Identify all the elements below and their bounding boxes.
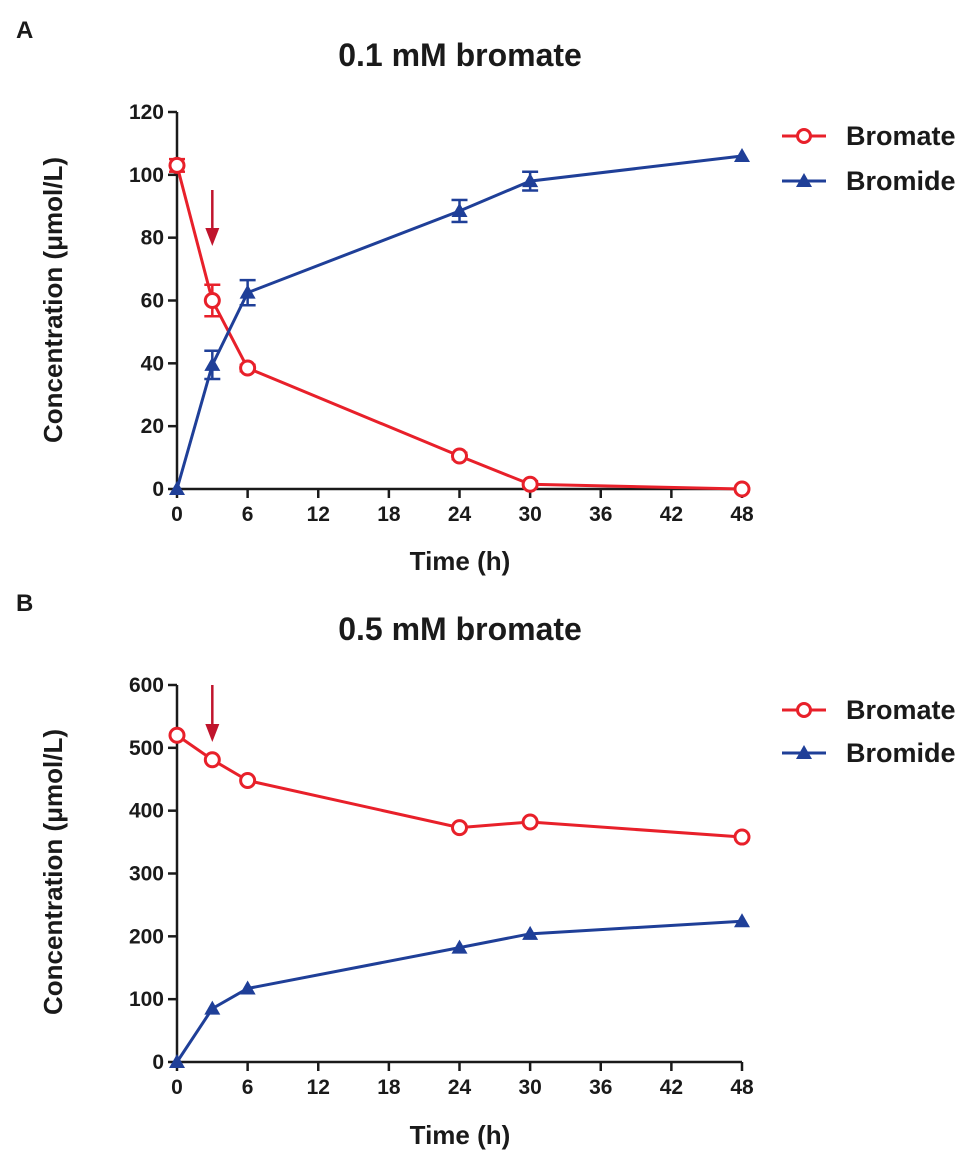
x-tick-label: 48 (730, 503, 754, 526)
data-point-bromate (168, 156, 186, 174)
chart-title-a: 0.1 mM bromate (338, 37, 582, 73)
chart-panel-a: A 0.1 mM bromate Time (h) Concentration … (16, 17, 956, 576)
y-tick-label: 500 (129, 737, 164, 760)
x-tick-label: 36 (589, 1076, 612, 1099)
data-point-bromate (239, 772, 257, 790)
legend-label-bromate: Bromate (846, 121, 956, 151)
x-tick-label: 12 (307, 1076, 330, 1099)
chart-title-b: 0.5 mM bromate (338, 611, 582, 647)
axes-a: 0 20 40 60 80 100 120 0 6 12 18 24 30 36 42 48 (129, 101, 754, 526)
data-point-bromate (733, 480, 751, 498)
x-tick-label: 18 (377, 1076, 401, 1099)
data-point-bromate (203, 292, 221, 309)
series-line-bromide (175, 154, 743, 490)
x-tick-label: 30 (518, 503, 541, 526)
data-point-bromide (204, 356, 221, 371)
legend-label-bromide: Bromide (846, 166, 956, 196)
y-tick-label: 40 (141, 352, 164, 375)
plot-area-b (168, 685, 751, 1068)
data-point-bromate (239, 359, 257, 377)
data-point-bromate (521, 475, 539, 493)
x-tick-label: 48 (730, 1076, 754, 1099)
data-point-bromate (733, 828, 751, 846)
x-tick-label: 6 (242, 503, 254, 526)
plot-area-a (168, 147, 751, 498)
y-tick-label: 100 (129, 988, 164, 1011)
data-point-bromate (168, 726, 186, 744)
y-tick-label: 400 (129, 800, 164, 823)
x-tick-label: 36 (589, 503, 612, 526)
panel-label-a: A (16, 17, 33, 44)
x-tick-label: 0 (171, 1076, 183, 1099)
legend-item-bromide: Bromide (782, 738, 956, 768)
data-point-bromate (451, 819, 468, 837)
legend-marker-bromide (796, 173, 812, 187)
legend-label-bromate: Bromate (846, 695, 956, 725)
data-point-bromide (169, 1054, 185, 1068)
data-point-bromide (734, 913, 750, 928)
data-point-bromate (203, 751, 221, 769)
legend-item-bromate: Bromate (782, 695, 956, 725)
data-point-bromide (204, 1000, 221, 1015)
y-tick-label: 0 (152, 478, 164, 501)
series-line-bromide (175, 919, 743, 1063)
legend-a: Bromate Bromide (782, 121, 956, 196)
annotation-arrow-head (205, 724, 220, 742)
x-tick-label: 30 (518, 1076, 541, 1099)
y-tick-label: 60 (141, 290, 164, 313)
y-axis-label-a: Concentration (μmol/L) (38, 157, 68, 443)
data-point-bromide (239, 980, 256, 995)
x-tick-label: 24 (448, 503, 472, 526)
x-axis-label-a: Time (h) (410, 546, 511, 576)
data-point-bromide (734, 147, 750, 162)
legend-b: Bromate Bromide (782, 695, 956, 768)
data-point-bromide (451, 939, 468, 954)
x-tick-label: 6 (242, 1076, 254, 1099)
annotation-arrow-head (205, 228, 220, 246)
y-tick-label: 200 (129, 925, 164, 948)
legend-marker-bromate (796, 702, 812, 718)
x-tick-label: 18 (377, 503, 401, 526)
x-tick-label: 42 (660, 1076, 683, 1099)
panel-label-b: B (16, 590, 33, 617)
data-point-bromide (239, 284, 256, 299)
data-point-bromide (451, 202, 468, 217)
legend-item-bromide: Bromide (782, 166, 956, 196)
x-tick-label: 24 (448, 1076, 472, 1099)
chart-panel-b: B 0.5 mM bromate Time (h) Concentration … (16, 590, 956, 1150)
y-tick-label: 20 (141, 415, 164, 438)
legend-label-bromide: Bromide (846, 738, 956, 768)
x-tick-label: 42 (660, 503, 683, 526)
y-tick-label: 100 (129, 164, 164, 187)
x-tick-label: 12 (307, 503, 330, 526)
y-axis-label-b: Concentration (μmol/L) (38, 729, 68, 1015)
legend-marker-bromate (796, 128, 812, 144)
axes-b: 0 100 200 300 400 500 600 0 6 12 18 24 30 36 42 48 (129, 674, 754, 1099)
x-tick-label: 0 (171, 503, 183, 526)
data-point-bromide (522, 925, 539, 940)
data-point-bromate (451, 447, 468, 465)
y-tick-label: 0 (152, 1051, 164, 1074)
y-tick-label: 80 (141, 227, 164, 250)
data-point-bromide (522, 173, 539, 188)
y-tick-label: 600 (129, 674, 164, 697)
legend-item-bromate: Bromate (782, 121, 956, 151)
data-point-bromate (521, 813, 539, 831)
y-tick-label: 120 (129, 101, 164, 124)
legend-marker-bromide (796, 745, 812, 759)
x-axis-label-b: Time (h) (410, 1120, 511, 1150)
y-tick-label: 300 (129, 863, 164, 886)
series-line-bromate (175, 165, 743, 491)
data-point-bromide (169, 481, 185, 495)
